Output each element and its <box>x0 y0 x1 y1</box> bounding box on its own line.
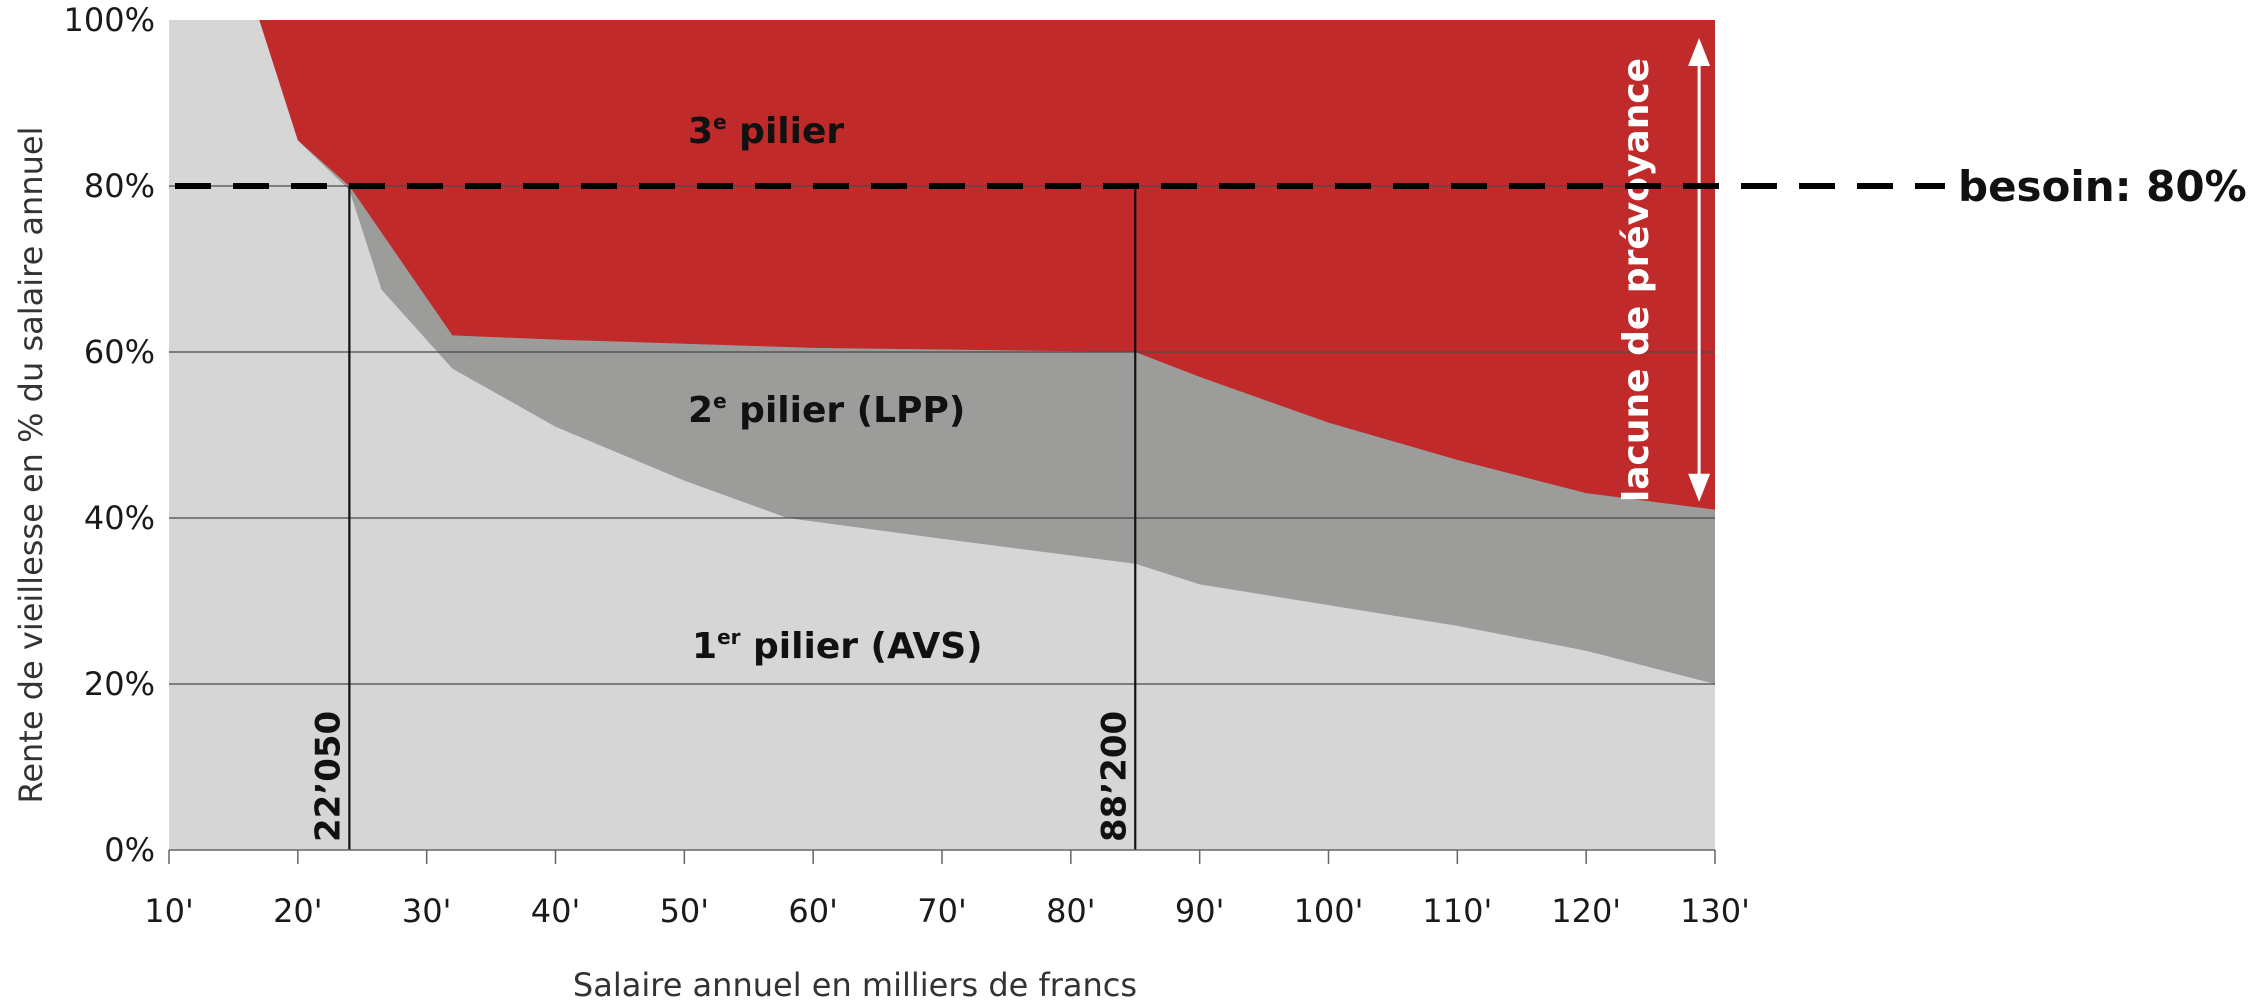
y-axis: 0% 20% 40% 60% 80% 100% <box>64 1 155 869</box>
y-tick-label: 20% <box>84 665 155 703</box>
x-tick-label: 110' <box>1422 892 1492 930</box>
band-label-2: 2e pilier (LPP) <box>688 389 965 431</box>
x-tick-label: 80' <box>1046 892 1096 930</box>
x-tick-label: 130' <box>1680 892 1750 930</box>
band-area-1 <box>169 20 1715 850</box>
gap-annotation: lacune de prévoyance <box>1616 38 1711 502</box>
x-axis-title: Salaire annuel en milliers de francs <box>573 966 1137 1000</box>
gap-label: lacune de prévoyance <box>1616 58 1657 502</box>
band-label-1: 1er pilier (AVS) <box>692 625 983 667</box>
x-tick-label: 20' <box>273 892 323 930</box>
x-tick-label: 50' <box>660 892 710 930</box>
y-tick-label: 60% <box>84 333 155 371</box>
x-tick-label: 100' <box>1294 892 1364 930</box>
x-tick-label: 120' <box>1551 892 1621 930</box>
y-tick-label: 0% <box>104 831 155 869</box>
marker-label: 88’200 <box>1094 711 1134 842</box>
y-tick-label: 100% <box>64 1 155 39</box>
gap-arrow-head-bottom <box>1688 473 1711 502</box>
x-tick-label: 40' <box>531 892 581 930</box>
gap-arrow-head-top <box>1688 38 1711 66</box>
bands-layer <box>169 20 1715 850</box>
x-tick-label: 60' <box>788 892 838 930</box>
marker-lines: 22’050 88’200 <box>308 186 1137 850</box>
x-tick-label: 30' <box>402 892 452 930</box>
marker-label: 22’050 <box>308 711 348 842</box>
reference-line-label: besoin: 80% <box>1958 162 2247 211</box>
x-tick-label: 70' <box>917 892 967 930</box>
x-tick-label: 10' <box>144 892 194 930</box>
reference-line-group: besoin: 80% <box>175 162 2247 211</box>
x-tick-label: 90' <box>1175 892 1225 930</box>
band-label-3: 3e pilier <box>688 110 844 152</box>
y-axis-title: Rente de vieillesse en % du salaire annu… <box>12 127 50 804</box>
y-tick-label: 40% <box>84 499 155 537</box>
x-axis: 10' 20' 30' 40' 50' 60' 70' 80' 90' 100' 110' 120' 1… <box>144 849 1750 930</box>
y-tick-label: 80% <box>84 167 155 205</box>
band-labels: 1er pilier (AVS) 2e pilier (LPP) 3e pilier <box>688 110 983 667</box>
